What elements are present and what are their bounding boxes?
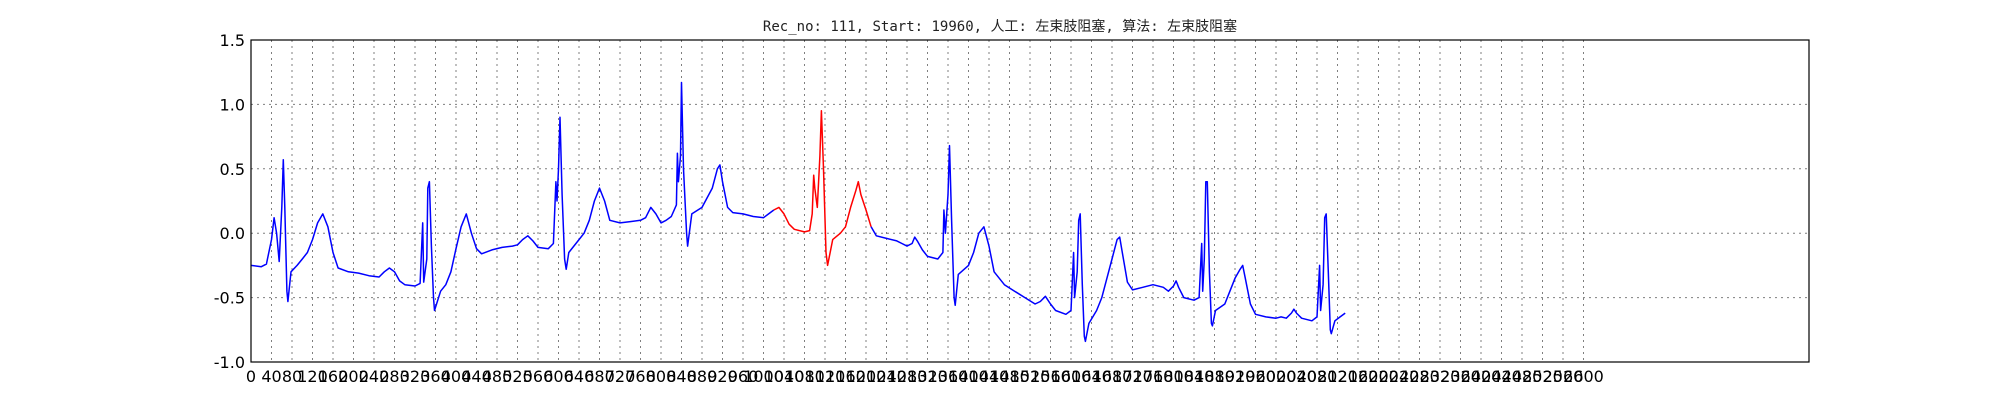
x-tick-label: 2320 (1420, 367, 1461, 386)
x-tick-label: 1680 (1092, 367, 1133, 386)
y-tick-label: -0.5 (214, 289, 245, 308)
x-tick-label: 680 (584, 367, 615, 386)
x-tick-label: 1320 (907, 367, 948, 386)
x-tick-label: 2120 (1317, 367, 1358, 386)
x-tick-label: 240 (359, 367, 390, 386)
tick-layer: 0 40 8012016020024028032036040044048052056… (214, 31, 1604, 386)
chart-title: Rec_no: 111, Start: 19960, 人工: 左束肢阻塞, 算法… (763, 18, 1237, 35)
x-tick-label: 1000 (743, 367, 784, 386)
x-tick-label: 800 (646, 367, 677, 386)
y-tick-label: -1.0 (214, 353, 245, 372)
x-tick-label: 1800 (1153, 367, 1194, 386)
x-tick-label: 2280 (1399, 367, 1440, 386)
x-tick-label: 1200 (846, 367, 887, 386)
x-tick-label: 1280 (887, 367, 928, 386)
x-tick-label: 2520 (1522, 367, 1563, 386)
plot-frame (250, 39, 1810, 363)
x-tick-label: 2480 (1502, 367, 1543, 386)
x-tick-label: 640 (564, 367, 595, 386)
x-tick-label: 600 (543, 367, 574, 386)
x-tick-label: 560 (523, 367, 554, 386)
x-tick-label: 2360 (1440, 367, 1481, 386)
grid-layer (250, 39, 1809, 363)
y-tick-label: 1.0 (220, 95, 245, 114)
y-tick-label: 0.0 (220, 224, 245, 243)
ecg-series-line-3 (870, 144, 1346, 343)
x-tick-label: 40 (261, 367, 281, 386)
x-tick-label: 1600 (1051, 367, 1092, 386)
x-tick-label: 0 (246, 367, 256, 386)
x-tick-label: 1640 (1071, 367, 1112, 386)
x-tick-label: 160 (318, 367, 349, 386)
y-tick-label: 1.5 (220, 31, 245, 50)
x-tick-label: 720 (605, 367, 636, 386)
x-tick-label: 480 (482, 367, 513, 386)
x-tick-label: 80 (282, 367, 302, 386)
x-tick-label: 320 (400, 367, 431, 386)
series-layer (250, 81, 1346, 343)
x-tick-label: 1760 (1133, 367, 1174, 386)
x-tick-label: 1240 (866, 367, 907, 386)
ecg-series-line-2 (773, 110, 872, 267)
x-tick-label: 840 (666, 367, 697, 386)
x-tick-label: 2200 (1358, 367, 1399, 386)
x-tick-label: 1160 (825, 367, 866, 386)
x-tick-label: 2160 (1338, 367, 1379, 386)
x-tick-label: 2080 (1297, 367, 1338, 386)
x-tick-label: 1920 (1215, 367, 1256, 386)
x-tick-label: 200 (338, 367, 369, 386)
x-tick-label: 1880 (1194, 367, 1235, 386)
x-tick-label: 400 (441, 367, 472, 386)
x-tick-label: 1120 (805, 367, 846, 386)
x-tick-label: 440 (461, 367, 492, 386)
x-tick-label: 120 (297, 367, 328, 386)
x-tick-label: 1960 (1235, 367, 1276, 386)
x-tick-label: 2400 (1461, 367, 1502, 386)
x-tick-label: 1720 (1112, 367, 1153, 386)
x-tick-label: 1040 (764, 367, 805, 386)
x-tick-label: 2440 (1481, 367, 1522, 386)
x-tick-label: 1080 (784, 367, 825, 386)
x-tick-label: 2040 (1276, 367, 1317, 386)
x-tick-label: 1520 (1010, 367, 1051, 386)
x-tick-label: 1840 (1174, 367, 1215, 386)
x-tick-label: 280 (379, 367, 410, 386)
x-tick-label: 960 (728, 367, 759, 386)
x-tick-label: 1480 (989, 367, 1030, 386)
x-tick-label: 1360 (928, 367, 969, 386)
ecg-series-line-1 (250, 81, 775, 312)
x-tick-label: 2600 (1563, 367, 1604, 386)
x-tick-label: 920 (707, 367, 738, 386)
x-tick-label: 2240 (1379, 367, 1420, 386)
x-tick-label: 1560 (1030, 367, 1071, 386)
x-tick-label: 1440 (969, 367, 1010, 386)
x-tick-label: 2000 (1256, 367, 1297, 386)
y-tick-label: 0.5 (220, 160, 245, 179)
x-tick-label: 360 (420, 367, 451, 386)
x-tick-label: 520 (502, 367, 533, 386)
x-tick-label: 1400 (948, 367, 989, 386)
x-tick-label: 760 (625, 367, 656, 386)
x-tick-label: 880 (687, 367, 718, 386)
x-tick-label: 2560 (1543, 367, 1584, 386)
